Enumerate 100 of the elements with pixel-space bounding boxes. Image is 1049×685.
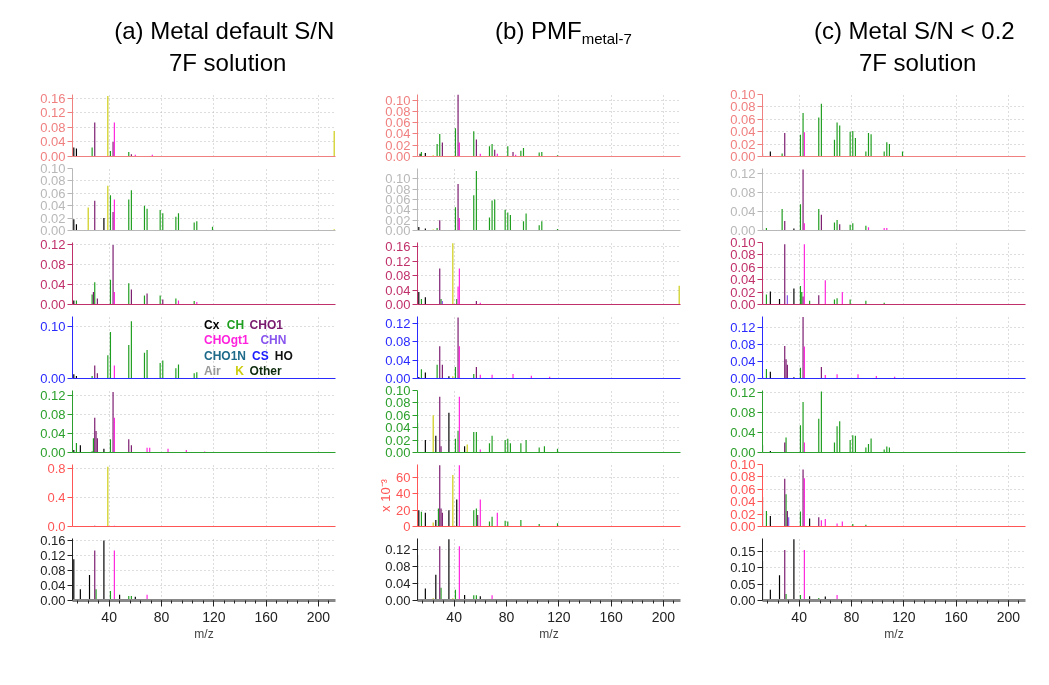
y-tick-label: 0.04 [730, 425, 756, 441]
x-tick-label: 160 [944, 608, 969, 625]
y-tick-label: 0.00 [40, 297, 66, 312]
x-axis-title: m/z [539, 626, 559, 641]
y-tick-label: 0.00 [730, 519, 756, 534]
y-tick-label: 0.00 [730, 223, 756, 238]
y-tick-label: 0.08 [40, 406, 66, 422]
y-tick-label: 0.08 [40, 257, 66, 273]
y-tick-label: 0.4 [47, 490, 66, 506]
y-tick-label: 0.08 [730, 184, 756, 200]
y-tick-label: 0.04 [730, 203, 756, 219]
y-tick-label: 0.12 [385, 315, 411, 331]
y-tick-label: 0.00 [730, 149, 756, 164]
y-tick-label: 20 [396, 502, 411, 518]
y-tick-label: 0.00 [385, 223, 411, 238]
y-tick-label: 0.10 [40, 319, 66, 335]
y-tick-label: 0.04 [385, 282, 411, 298]
x-tick-label: 40 [446, 608, 463, 625]
chart-title: (c) Metal S/N < 0.2 7F solution [813, 17, 1015, 76]
legend-label: CHN [260, 333, 287, 348]
y-tick-label: 0.10 [385, 383, 411, 398]
x-tick-label: 160 [254, 608, 279, 625]
x-tick-label: 200 [996, 608, 1021, 625]
y-tick-label: 40 [396, 486, 411, 502]
y-tick-label: 0.12 [730, 165, 756, 181]
y-tick-label: 0.15 [730, 544, 756, 560]
y-tick-label: 0.0 [47, 519, 66, 534]
y-tick-label: 0.16 [40, 90, 66, 106]
chart-title: (a) Metal default S/N 7F solution [114, 17, 335, 76]
x-tick-label: 120 [202, 608, 226, 625]
y-tick-label: 0.12 [730, 319, 756, 335]
x-tick-label: 200 [306, 608, 331, 625]
y-tick-label: 0.00 [385, 371, 411, 386]
legend-label: K [235, 364, 245, 379]
legend-label: Other [249, 364, 282, 379]
x-tick-label: 80 [498, 608, 515, 625]
y-tick-label: 0.08 [40, 562, 66, 578]
y-tick-label: 0.00 [40, 445, 66, 460]
legend-label: HO [274, 348, 293, 363]
x-tick-label: 80 [153, 608, 170, 625]
x-tick-label: 40 [101, 608, 118, 625]
y-tick-label: 0.00 [385, 445, 411, 460]
y-tick-label: 0.10 [730, 457, 756, 472]
y-tick-label: 0.12 [730, 385, 756, 401]
y-tick-label: 0.04 [40, 277, 66, 293]
y-tick-label: 0.00 [40, 371, 66, 386]
y-tick-label: 0.04 [385, 352, 411, 368]
legend-label: CHO1N [204, 348, 247, 363]
y-tick-label: 0.00 [730, 445, 756, 460]
y-tick-label: 0 [403, 519, 411, 534]
y-tick-label: 0.12 [385, 253, 411, 269]
y-tick-label: 0.12 [40, 547, 66, 563]
y-tick-label: 0.04 [40, 134, 66, 150]
y-tick-label: 0.10 [730, 235, 756, 250]
legend-label: CS [252, 348, 269, 363]
text: CHO1 [249, 317, 284, 332]
y-tick-label: 0.00 [730, 593, 756, 608]
x-axis-title: m/z [194, 626, 214, 641]
x-tick-label: 120 [892, 608, 916, 625]
y-tick-label: 0.08 [385, 334, 411, 350]
y-tick-label: 0.8 [47, 461, 66, 477]
y-tick-label: 0.00 [730, 297, 756, 312]
y-tick-label: 0.04 [730, 353, 756, 369]
y-tick-label: 0.10 [730, 87, 756, 102]
y-tick-label: 0.08 [385, 558, 411, 574]
y-tick-label: 0.05 [730, 576, 756, 592]
y-tick-label: 0.00 [40, 223, 66, 238]
x-axis-title: m/z [884, 626, 904, 641]
text: CHOgt1 [204, 333, 249, 348]
x-tick-label: 160 [599, 608, 624, 625]
text: Cx [204, 317, 220, 332]
y-tick-label: 0.10 [40, 161, 66, 176]
y-tick-label: 0.08 [730, 336, 756, 352]
y-tick-label: 0.06 [385, 192, 411, 207]
y-tick-label: 0.08 [730, 405, 756, 421]
y-tick-label: 0.04 [40, 425, 66, 441]
y-tick-label: 0.16 [40, 532, 66, 548]
x-tick-label: 40 [791, 608, 808, 625]
y-tick-label: 0.00 [385, 297, 411, 312]
x-tick-label: 80 [843, 608, 860, 625]
y-tick-label: 0.12 [40, 387, 66, 403]
y-tick-label: 0.00 [40, 149, 66, 164]
x-tick-label: 120 [547, 608, 571, 625]
y-tick-label: 0.00 [385, 593, 411, 608]
y-tick-label: 60 [396, 470, 411, 486]
y-tick-label: 0.04 [40, 577, 66, 593]
y-tick-label: 0.00 [730, 371, 756, 386]
text: CH [226, 317, 245, 332]
y-tick-label: 0.12 [385, 541, 411, 557]
legend-label: Air [204, 364, 221, 379]
y-tick-label: 0.00 [40, 593, 66, 608]
y-tick-label: 0.10 [385, 92, 411, 108]
y-tick-label: 0.04 [385, 575, 411, 591]
y-tick-label: 0.10 [730, 560, 756, 576]
y-tick-label: 0.12 [40, 105, 66, 121]
x-tick-label: 200 [651, 608, 676, 625]
y-tick-label: 0.12 [40, 237, 66, 253]
y-tick-label: 0.16 [385, 239, 411, 255]
y-axis-title: x 10⁻³ [378, 478, 394, 512]
y-tick-label: 0.08 [40, 119, 66, 135]
